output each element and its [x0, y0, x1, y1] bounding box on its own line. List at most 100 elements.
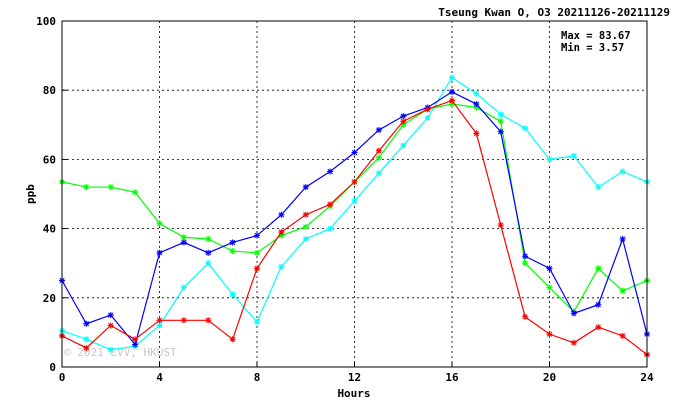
data-point: [449, 74, 455, 81]
y-axis-label: ppb: [24, 184, 37, 204]
data-point: [205, 235, 212, 242]
stats-max: Max = 83.67: [561, 30, 631, 42]
data-point: [546, 284, 553, 291]
data-point: [180, 234, 187, 241]
data-point: [595, 184, 602, 191]
data-point: [619, 235, 626, 242]
x-tick-label: 8: [254, 371, 261, 384]
data-point: [522, 125, 529, 132]
data-point: [619, 168, 626, 175]
data-point: [132, 341, 139, 348]
data-point: [278, 229, 285, 236]
data-point: [497, 111, 504, 118]
data-point: [107, 184, 114, 191]
data-point: [497, 222, 504, 229]
data-point: [302, 184, 309, 191]
x-tick-label: 20: [543, 371, 556, 384]
data-point: [351, 178, 358, 185]
data-point: [522, 260, 529, 267]
data-point: [132, 189, 139, 196]
data-point: [327, 168, 334, 175]
plot-frame: [61, 20, 648, 368]
data-point: [619, 287, 626, 294]
data-point: [449, 97, 455, 104]
data-point: [570, 310, 577, 317]
data-point: [375, 154, 382, 161]
data-point: [327, 225, 334, 232]
data-point: [156, 322, 163, 329]
data-point: [497, 118, 504, 125]
data-point: [546, 156, 553, 163]
data-point: [83, 344, 90, 351]
x-tick-label: 0: [59, 371, 66, 384]
data-point: [83, 184, 90, 191]
x-tick-label: 16: [445, 371, 459, 384]
data-point: [400, 113, 407, 120]
data-point: [522, 313, 529, 320]
data-point: [375, 126, 382, 133]
series-4: [59, 97, 650, 358]
data-point: [180, 317, 187, 324]
data-point: [327, 201, 334, 208]
data-point: [473, 101, 480, 108]
data-point: [205, 260, 212, 267]
data-point: [107, 322, 114, 329]
data-point: [180, 284, 187, 291]
data-point: [254, 232, 260, 239]
data-point: [473, 130, 480, 137]
data-point: [278, 263, 285, 270]
data-point: [302, 235, 309, 242]
data-point: [400, 142, 407, 149]
data-point: [229, 248, 236, 255]
data-point: [205, 249, 212, 256]
data-point: [375, 147, 382, 154]
data-point: [473, 90, 480, 97]
data-point: [156, 317, 163, 324]
data-point: [156, 249, 163, 256]
x-tick-label: 12: [348, 371, 361, 384]
data-point: [595, 265, 602, 272]
data-point: [595, 324, 602, 331]
y-tick-label: 0: [49, 361, 56, 374]
data-point: [424, 114, 431, 121]
data-point: [522, 253, 529, 260]
data-point: [156, 220, 163, 227]
data-point: [351, 149, 358, 156]
data-point: [254, 249, 260, 256]
data-point: [205, 317, 212, 324]
data-point: [619, 332, 626, 339]
data-point: [302, 223, 309, 230]
y-tick-label: 40: [43, 223, 56, 236]
data-point: [83, 336, 90, 343]
data-point: [570, 339, 577, 346]
data-point: [83, 320, 90, 327]
data-point: [400, 118, 407, 125]
data-point: [497, 128, 504, 135]
data-point: [351, 197, 358, 204]
x-axis-label: Hours: [337, 387, 370, 400]
watermark: © 2021 EVV, HKUST: [64, 346, 177, 359]
x-tick-label: 4: [156, 371, 163, 384]
stats-min: Min = 3.57: [561, 42, 624, 54]
y-tick-label: 80: [43, 84, 56, 97]
y-tick-label: 20: [43, 292, 56, 305]
data-point: [546, 265, 553, 272]
data-point: [107, 346, 114, 353]
data-point: [375, 170, 382, 177]
data-point: [254, 265, 260, 272]
data-point: [302, 211, 309, 218]
data-point: [278, 211, 285, 218]
data-point: [254, 319, 260, 326]
data-point: [424, 106, 431, 113]
y-tick-label: 60: [43, 153, 56, 166]
data-point: [229, 239, 236, 246]
data-point: [449, 88, 455, 95]
data-point: [180, 239, 187, 246]
data-point: [570, 152, 577, 159]
chart-title: Tseung Kwan O, O3 20211126-20211129: [438, 6, 670, 19]
data-point: [595, 301, 602, 308]
series-3: [59, 88, 650, 348]
x-tick-label: 24: [640, 371, 654, 384]
data-point: [107, 312, 114, 319]
